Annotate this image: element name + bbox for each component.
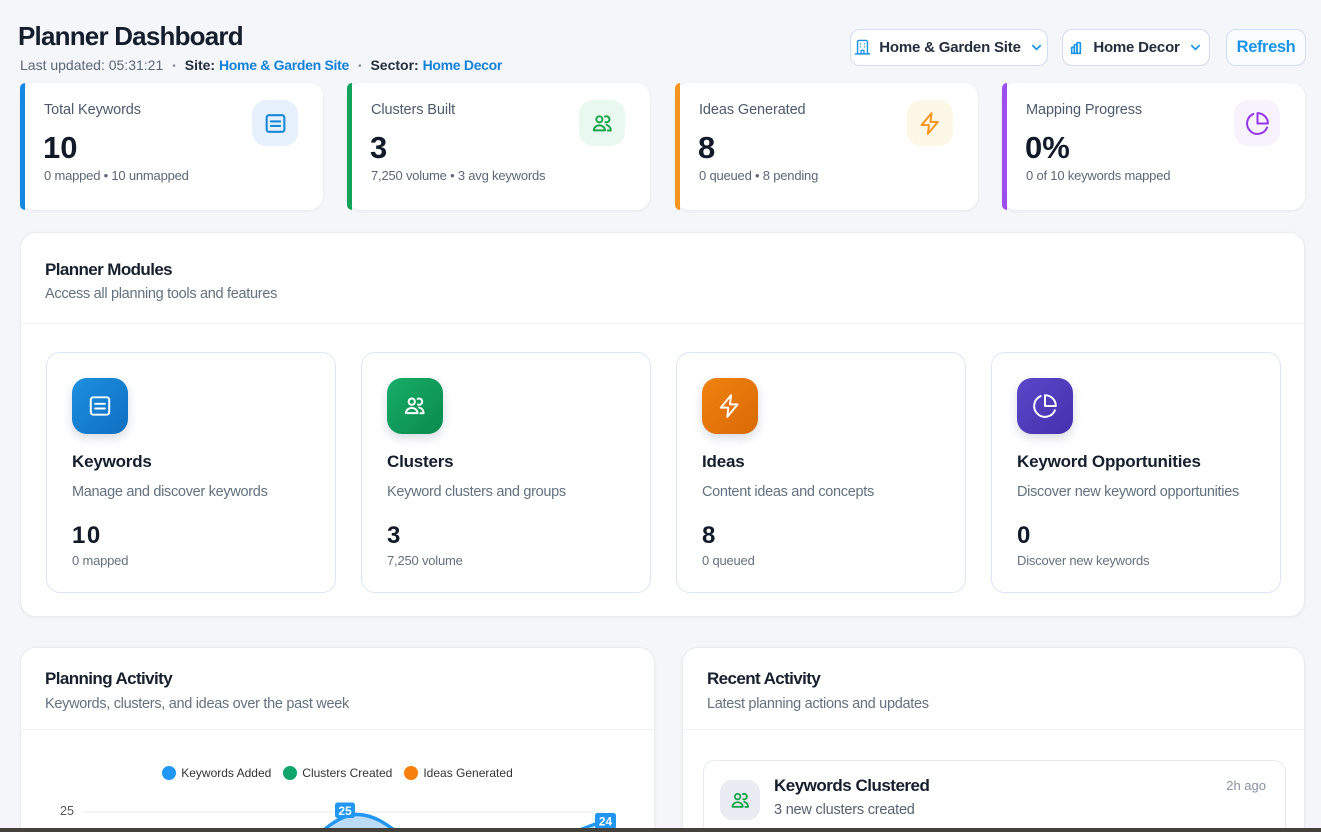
svg-text:25: 25: [60, 804, 74, 818]
svg-text:24: 24: [599, 815, 613, 829]
svg-text:25: 25: [338, 804, 352, 818]
